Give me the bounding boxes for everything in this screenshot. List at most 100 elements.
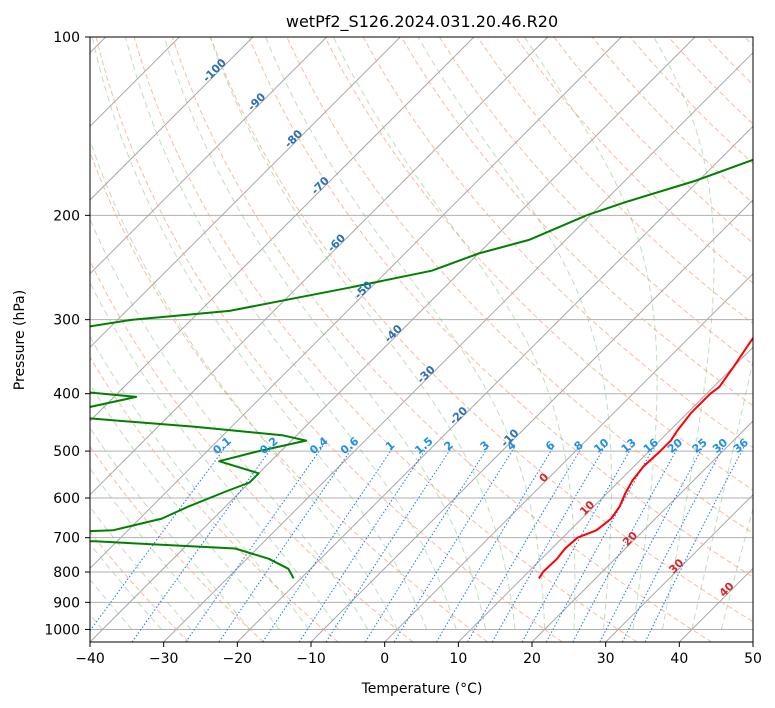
mixing-ratio-line bbox=[262, 445, 395, 642]
x-tick-label: 10 bbox=[449, 651, 467, 667]
mixing-ratio-label: 30 bbox=[710, 436, 730, 456]
mixing-ratio-line bbox=[572, 445, 680, 642]
dry-adiabat bbox=[400, 37, 753, 407]
isotherm-label: -70 bbox=[309, 174, 332, 197]
mixing-ratio-line bbox=[435, 445, 555, 642]
moist-adiabat bbox=[417, 37, 612, 630]
moist-adiabat bbox=[90, 542, 162, 630]
x-tick-label: 40 bbox=[670, 651, 688, 667]
mixing-ratio-label: 10 bbox=[591, 436, 611, 456]
mixing-ratio-line bbox=[545, 445, 656, 642]
isotherm-label: -90 bbox=[245, 90, 268, 113]
dry-adiabat bbox=[90, 445, 264, 642]
mixing-ratio-line bbox=[325, 445, 454, 642]
mixing-ratio-label: 0.6 bbox=[338, 434, 362, 457]
dry-adiabat bbox=[90, 259, 414, 642]
mixing-ratio-line bbox=[218, 445, 355, 642]
isotherm-line bbox=[90, 37, 549, 496]
mixing-ratio-label: 25 bbox=[690, 436, 710, 456]
chart-title: wetPf2_S126.2024.031.20.46.R20 bbox=[286, 12, 558, 32]
mixing-ratio-label: 0.4 bbox=[307, 434, 331, 457]
mixing-ratio-label: 20 bbox=[665, 436, 685, 456]
dry-adiabat bbox=[90, 356, 339, 642]
dry-adiabat bbox=[477, 37, 753, 325]
y-tick-label: 900 bbox=[53, 595, 80, 611]
x-tick-label: −20 bbox=[223, 651, 253, 667]
isotherm-line bbox=[752, 641, 753, 642]
moist-adiabat bbox=[90, 138, 398, 630]
moist-adiabat bbox=[90, 383, 280, 630]
x-axis-title: Temperature (°C) bbox=[361, 681, 483, 697]
axis-layer: −40 −30 −20 −10 0 10 20 30 40 50 100 200 300 400 500 60… bbox=[44, 30, 762, 667]
y-axis-title: Pressure (hPa) bbox=[12, 290, 28, 390]
mixing-ratio-label: 1.5 bbox=[412, 435, 435, 457]
isotherm-line bbox=[90, 37, 696, 642]
x-tick-label: 30 bbox=[597, 651, 615, 667]
mixing-ratio-line bbox=[298, 445, 429, 642]
isotherm-label: -100 bbox=[200, 56, 229, 85]
mixing-ratio-label: 13 bbox=[619, 436, 639, 456]
isotherm-line bbox=[384, 272, 753, 642]
moist-adiabat bbox=[90, 335, 310, 630]
mixing-ratio-line bbox=[599, 445, 704, 642]
moist-adiabat bbox=[691, 358, 753, 630]
mixing-ratio-label: 36 bbox=[731, 436, 751, 456]
dry-adiabat bbox=[171, 37, 712, 642]
isotherm-line bbox=[531, 420, 753, 642]
moist-adiabat bbox=[91, 37, 428, 630]
mixing-ratio-line bbox=[131, 445, 274, 642]
isotherm-label: 30 bbox=[666, 556, 686, 576]
isotherm-label: -80 bbox=[282, 127, 305, 150]
isotherm-label: -40 bbox=[382, 322, 405, 345]
dry-adiabat bbox=[90, 150, 488, 642]
mixing-ratio-line bbox=[467, 445, 584, 642]
x-tick-label: 20 bbox=[523, 651, 541, 667]
isotherm-line bbox=[90, 37, 328, 275]
moist-adiabat bbox=[90, 578, 133, 630]
isotherm-label: -20 bbox=[447, 404, 470, 427]
dry-adiabat bbox=[515, 37, 753, 284]
temperature-trace bbox=[538, 336, 753, 579]
x-tick-label: −30 bbox=[149, 651, 179, 667]
dry-adiabat bbox=[706, 37, 753, 86]
dry-adiabat bbox=[362, 37, 753, 449]
y-tick-label: 100 bbox=[53, 30, 80, 46]
data-layer bbox=[90, 158, 753, 579]
isotherm-line bbox=[457, 346, 753, 642]
isotherm-label: 40 bbox=[717, 579, 737, 599]
moist-adiabat bbox=[653, 37, 715, 630]
dry-adiabat bbox=[95, 37, 563, 642]
y-tick-label: 600 bbox=[53, 491, 80, 507]
isotherm-label: -60 bbox=[325, 231, 348, 254]
grid-layer bbox=[90, 37, 753, 642]
isotherm-line bbox=[236, 125, 753, 642]
isotherm-line bbox=[90, 37, 622, 570]
x-tick-label: −10 bbox=[296, 651, 326, 667]
moist-adiabat bbox=[265, 37, 546, 630]
y-tick-label: 500 bbox=[53, 444, 80, 460]
dry-adiabat bbox=[248, 37, 753, 578]
isotherm-line bbox=[90, 37, 254, 201]
isotherm-line bbox=[90, 37, 475, 422]
mixing-ratio-line bbox=[90, 445, 227, 632]
y-tick-label: 400 bbox=[53, 387, 80, 403]
isotherm-line bbox=[605, 493, 753, 642]
mixing-ratio-label: 0.1 bbox=[210, 435, 233, 457]
moist-adiabat bbox=[90, 506, 192, 630]
dry-adiabat bbox=[90, 531, 190, 642]
x-tick-label: −40 bbox=[75, 651, 105, 667]
y-tick-label: 800 bbox=[53, 565, 80, 581]
moist-adiabat bbox=[90, 427, 251, 630]
plot-frame bbox=[89, 36, 754, 643]
moist-adiabat bbox=[90, 281, 339, 630]
moist-adiabat bbox=[163, 37, 487, 630]
isotherm-line bbox=[90, 37, 401, 349]
dry-adiabat bbox=[324, 37, 753, 491]
mixing-ratio-line bbox=[364, 445, 490, 642]
mixing-ratio-line bbox=[491, 445, 606, 642]
y-tick-label: 1000 bbox=[44, 622, 80, 638]
mixing-ratio-line bbox=[644, 445, 746, 642]
isotherm-label: -10 bbox=[498, 426, 521, 449]
moist-adiabat bbox=[524, 37, 658, 630]
